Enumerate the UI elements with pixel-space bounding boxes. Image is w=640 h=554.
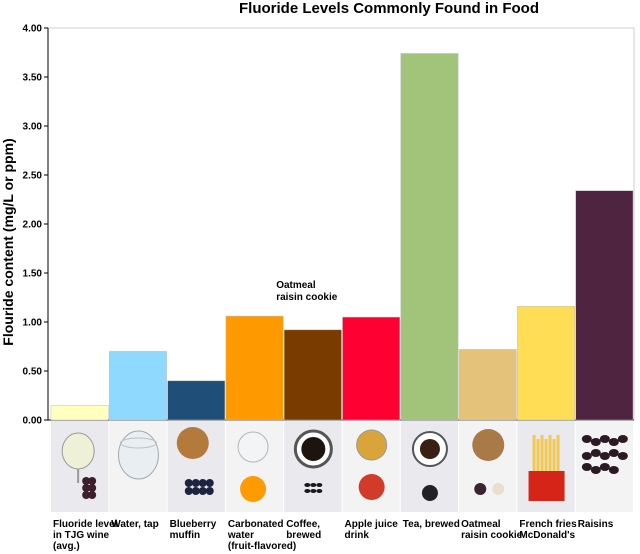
category-label: Apple juice drink: [345, 519, 399, 541]
bar: [342, 316, 401, 421]
annotation-line: raisin cookie: [276, 292, 338, 303]
bar: [109, 351, 167, 421]
y-tick-label: 0.50: [23, 367, 43, 378]
category-label: Fluoride level in TJG wine (avg.): [53, 519, 118, 552]
bar: [283, 329, 342, 421]
bar-annotation: Oatmeal raisin cookie: [276, 280, 338, 303]
category-label: Water, tap: [111, 519, 158, 530]
y-tick-label: 0.00: [23, 416, 43, 427]
category-label: Raisins: [578, 519, 614, 530]
category-labels: Fluoride level in TJG wine (avg.)Water, ta…: [53, 519, 614, 552]
bar: [575, 190, 634, 421]
category-label: Tea, brewed: [403, 519, 460, 530]
annotation-line: Oatmeal: [276, 280, 316, 291]
bar: [458, 349, 517, 421]
y-axis-label: Flouride content (mg/L or ppm): [0, 138, 16, 345]
bar: [225, 315, 284, 421]
food-photos: [51, 421, 633, 512]
y-tick-labels: 0.00 0.50 1.00 1.50 2.00 2.50 3.00 3.50 4.00: [23, 24, 48, 427]
bars: [50, 53, 634, 421]
apple-juice-apple-icon: [342, 421, 400, 512]
category-label: Oatmeal raisin cookie: [461, 519, 523, 541]
raisins-icon: [575, 421, 633, 512]
y-tick-label: 2.50: [23, 171, 43, 182]
bar: [400, 53, 459, 421]
category-label: Blueberry muffin: [170, 519, 217, 541]
y-tick-label: 2.00: [23, 220, 43, 231]
bar: [50, 405, 109, 421]
y-tick-label: 3.00: [23, 122, 43, 133]
category-label: Coffee, brewed: [286, 519, 321, 541]
category-label: Carbonated water (fruit-flavored): [227, 519, 296, 552]
wine-glass-grapes-icon: [51, 421, 109, 512]
bar: [517, 306, 575, 421]
y-tick-label: 1.00: [23, 318, 43, 329]
category-label: French fries McDonald's: [519, 519, 577, 541]
oatmeal-cookie-icon: [459, 421, 517, 512]
bar: [167, 380, 226, 421]
y-tick-label: 1.50: [23, 269, 43, 280]
chart-title: Fluoride Levels Commonly Found in Food: [239, 0, 539, 17]
blueberry-muffin-icon: [167, 421, 225, 512]
tea-leaves-icon: [400, 421, 459, 512]
water-glass-icon: [109, 421, 167, 512]
y-tick-label: 3.50: [23, 73, 43, 84]
french-fries-icon: [517, 421, 575, 512]
carbonated-water-orange-icon: [225, 421, 284, 512]
coffee-beans-icon: [284, 421, 342, 512]
y-tick-label: 4.00: [23, 24, 43, 35]
